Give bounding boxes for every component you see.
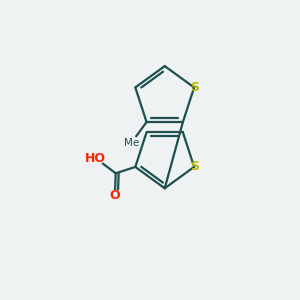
Text: S: S <box>190 160 199 173</box>
Text: Me: Me <box>124 138 139 148</box>
Text: O: O <box>110 189 120 203</box>
Text: HO: HO <box>85 152 106 165</box>
Text: S: S <box>190 81 199 94</box>
